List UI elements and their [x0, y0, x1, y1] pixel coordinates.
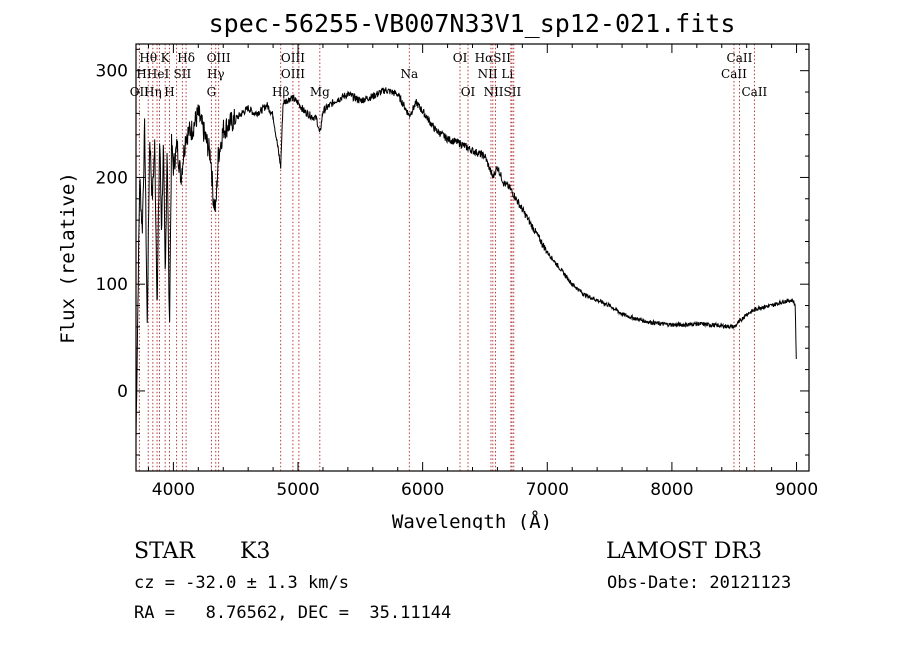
line-label: G [207, 85, 217, 99]
x-tick-label: 9000 [775, 480, 818, 500]
x-axis-label: Wavelength (Å) [392, 510, 552, 530]
velocity-readout: cz = -32.0 ± 1.3 km/s [134, 573, 349, 593]
survey-name: LAMOST DR3 [606, 539, 762, 564]
line-label: CaII [727, 51, 753, 65]
line-label: Hδ [177, 51, 195, 65]
chart-title: spec-56255-VB007N33V1_sp12-021.fits [209, 9, 736, 38]
spectral-line-markers [138, 44, 755, 471]
line-label: K [161, 51, 171, 65]
y-tick-label: 200 [96, 168, 128, 188]
line-label: Mg [310, 85, 330, 99]
x-axis: 4000 5000 6000 7000 8000 9000 [147, 44, 818, 500]
y-axis: 0 100 200 300 [96, 48, 809, 456]
line-label: OI [461, 85, 476, 99]
x-tick-label: 6000 [401, 480, 444, 500]
line-label: OI [453, 51, 468, 65]
y-tick-label: 100 [96, 275, 128, 295]
x-tick-label: 4000 [152, 480, 195, 500]
line-label: HHeI [136, 67, 169, 81]
line-label: OIII [207, 51, 231, 65]
line-label: OIII [281, 67, 305, 81]
line-label: Hγ [207, 67, 225, 81]
line-label: Hη [144, 85, 162, 99]
object-subclass: K3 [240, 539, 271, 564]
observation-date: Obs-Date: 20121123 [607, 573, 792, 593]
x-tick-label: 7000 [526, 480, 569, 500]
line-label: NII Li [478, 67, 514, 81]
line-label: Na [400, 67, 418, 81]
y-tick-label: 0 [117, 382, 128, 402]
x-tick-label: 8000 [650, 480, 693, 500]
coordinates-readout: RA = 8.76562, DEC = 35.11144 [134, 603, 452, 623]
x-tick-label: 5000 [276, 480, 319, 500]
line-label: CaII [721, 67, 747, 81]
line-label: H [164, 85, 174, 99]
y-tick-label: 300 [96, 62, 128, 82]
line-label: CaII [741, 85, 767, 99]
line-label: HαSII [475, 51, 512, 65]
line-label: Hβ [272, 85, 289, 99]
line-label: Hθ [139, 51, 157, 65]
line-label: NIISII [484, 85, 522, 99]
line-label: SII [174, 67, 192, 81]
line-label: OIII [281, 51, 305, 65]
plot-frame [135, 43, 810, 472]
spectrum-line [135, 87, 797, 440]
spectrum-chart: spec-56255-VB007N33V1_sp12-021.fits Hθ OI… [57, 9, 818, 530]
spectrum-series [135, 87, 797, 440]
y-axis-label: Flux (relative) [57, 172, 79, 344]
object-class: STAR [134, 539, 195, 564]
